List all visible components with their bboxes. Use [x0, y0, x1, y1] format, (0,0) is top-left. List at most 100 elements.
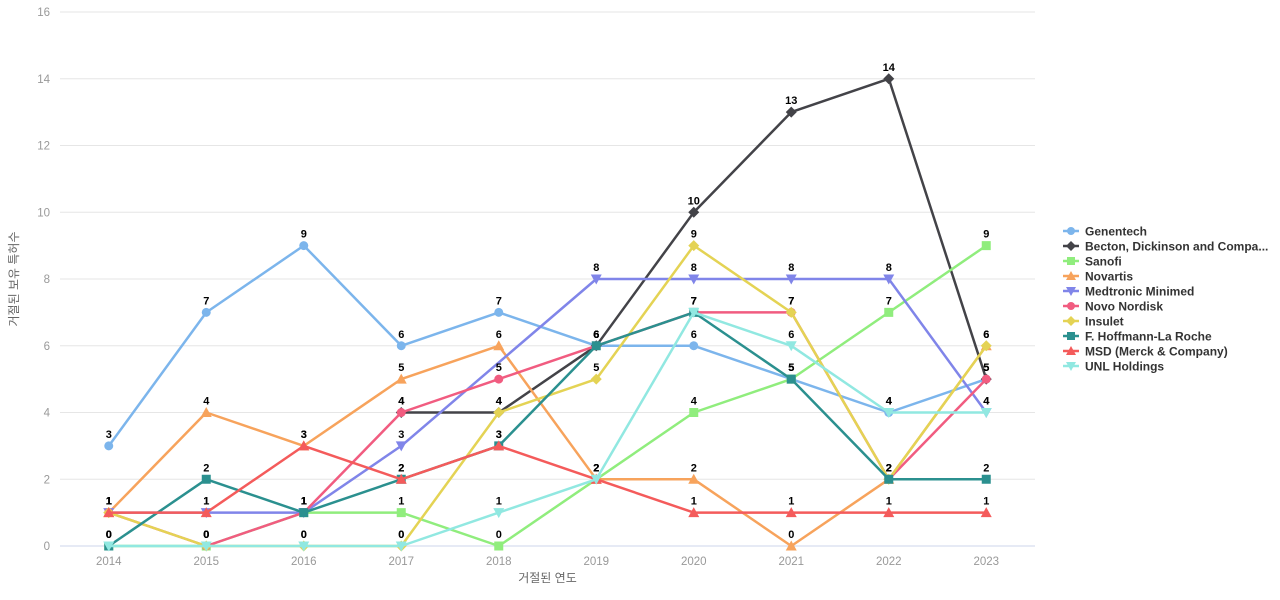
- point-f-hoffmann-la-roche-2016[interactable]: [299, 508, 309, 518]
- data-label: 6: [788, 329, 794, 341]
- legend-item-novo-nordisk[interactable]: Novo Nordisk: [1063, 300, 1163, 314]
- x-tick-label: 2017: [388, 556, 414, 568]
- legend-item-sanofi[interactable]: Sanofi: [1063, 255, 1122, 269]
- point-msd-merck-company-2021[interactable]: [785, 507, 797, 518]
- legend-item-msd-merck-company[interactable]: MSD (Merck & Company): [1063, 345, 1228, 359]
- point-novartis-2015[interactable]: [200, 407, 212, 417]
- point-msd-merck-company-2017[interactable]: [395, 473, 407, 484]
- data-label: 8: [788, 262, 794, 274]
- legend-item-unl-holdings[interactable]: UNL Holdings: [1063, 360, 1164, 374]
- point-sanofi-2023[interactable]: [981, 241, 991, 251]
- point-msd-merck-company-2016[interactable]: [298, 440, 310, 451]
- point-unl-holdings-2017[interactable]: [395, 541, 407, 552]
- point-insulet-2023[interactable]: [980, 340, 992, 352]
- point-msd-merck-company-2020[interactable]: [688, 507, 700, 518]
- series-unl-holdings: [103, 307, 992, 552]
- point-medtronic-minimed-2020[interactable]: [688, 274, 700, 285]
- point-novo-nordisk-2018[interactable]: [494, 374, 504, 384]
- point-genentech-2015[interactable]: [201, 307, 211, 317]
- point-genentech-2016[interactable]: [299, 241, 309, 251]
- point-genentech-2020[interactable]: [689, 341, 699, 351]
- point-unl-holdings-2014[interactable]: [103, 541, 115, 552]
- legend-item-becton-dickinson-and-compa[interactable]: Becton, Dickinson and Compa...: [1063, 240, 1268, 254]
- point-f-hoffmann-la-roche-2022[interactable]: [884, 474, 894, 484]
- data-label: 6: [983, 329, 989, 341]
- point-msd-merck-company-2022[interactable]: [883, 507, 895, 518]
- x-tick-label: 2015: [193, 556, 219, 568]
- legend-item-genentech[interactable]: Genentech: [1063, 225, 1147, 239]
- point-medtronic-minimed-2017[interactable]: [395, 441, 407, 452]
- point-unl-holdings-2015[interactable]: [200, 541, 212, 552]
- data-label: 1: [301, 496, 307, 508]
- data-label: 1: [691, 496, 697, 508]
- point-medtronic-minimed-2022[interactable]: [883, 274, 895, 285]
- point-unl-holdings-2018[interactable]: [493, 508, 505, 519]
- point-novartis-2017[interactable]: [395, 373, 407, 384]
- point-msd-merck-company-2023[interactable]: [980, 507, 992, 518]
- series-line-unl-holdings: [107, 311, 988, 548]
- legend-item-f-hoffmann-la-roche[interactable]: F. Hoffmann-La Roche: [1063, 330, 1212, 344]
- point-msd-merck-company-2015[interactable]: [200, 507, 212, 518]
- point-unl-holdings-2023[interactable]: [980, 408, 992, 418]
- data-label: 7: [788, 295, 794, 307]
- data-label: 8: [593, 262, 599, 274]
- point-sanofi-2017[interactable]: [396, 508, 406, 518]
- data-label: 3: [301, 429, 307, 441]
- point-f-hoffmann-la-roche-2019[interactable]: [591, 341, 601, 351]
- point-medtronic-minimed-2019[interactable]: [590, 274, 602, 285]
- point-unl-holdings-2019[interactable]: [590, 474, 602, 485]
- legend-triangle-icon: [1066, 271, 1076, 280]
- point-novartis-2018[interactable]: [493, 340, 505, 351]
- data-label: 1: [496, 496, 502, 508]
- data-label: 0: [106, 529, 112, 541]
- legend-label: F. Hoffmann-La Roche: [1085, 330, 1212, 344]
- point-msd-merck-company-2018[interactable]: [493, 440, 505, 451]
- point-medtronic-minimed-2021[interactable]: [785, 274, 797, 285]
- point-becton-dickinson-and-compa-2022[interactable]: [883, 73, 895, 85]
- legend-item-medtronic-minimed[interactable]: Medtronic Minimed: [1063, 285, 1194, 299]
- data-label: 1: [106, 496, 112, 508]
- x-tick-label: 2016: [291, 556, 317, 568]
- data-label: 2: [593, 462, 599, 474]
- data-label: 0: [788, 529, 794, 541]
- legend-item-novartis[interactable]: Novartis: [1063, 270, 1133, 284]
- data-label: 8: [886, 262, 892, 274]
- data-label: 6: [593, 329, 599, 341]
- point-insulet-2020[interactable]: [688, 240, 700, 252]
- point-novartis-2020[interactable]: [688, 473, 700, 484]
- legend-item-insulet[interactable]: Insulet: [1063, 315, 1124, 329]
- point-insulet-2021[interactable]: [785, 306, 797, 318]
- legend-triangle-icon: [1066, 346, 1076, 355]
- data-label: 10: [688, 195, 700, 207]
- point-unl-holdings-2016[interactable]: [298, 541, 310, 552]
- point-unl-holdings-2022[interactable]: [883, 408, 895, 418]
- point-f-hoffmann-la-roche-2023[interactable]: [981, 474, 991, 484]
- point-f-hoffmann-la-roche-2021[interactable]: [786, 374, 796, 384]
- point-genentech-2018[interactable]: [494, 307, 504, 317]
- point-novartis-2021[interactable]: [785, 540, 797, 551]
- y-tick-label: 4: [44, 408, 51, 420]
- point-becton-dickinson-and-compa-2020[interactable]: [688, 206, 700, 218]
- data-label: 4: [398, 396, 405, 408]
- point-sanofi-2018[interactable]: [494, 541, 504, 551]
- x-tick-label: 2019: [583, 556, 609, 568]
- y-tick-label: 16: [37, 7, 50, 19]
- point-unl-holdings-2020[interactable]: [688, 307, 700, 318]
- point-genentech-2017[interactable]: [396, 341, 406, 351]
- data-label: 0: [496, 529, 502, 541]
- point-unl-holdings-2021[interactable]: [785, 341, 797, 352]
- point-novo-nordisk-2023[interactable]: [981, 374, 991, 384]
- point-genentech-2014[interactable]: [104, 441, 114, 451]
- point-insulet-2019[interactable]: [590, 373, 602, 385]
- point-insulet-2018[interactable]: [493, 407, 505, 418]
- data-label: 0: [301, 529, 307, 541]
- point-sanofi-2022[interactable]: [884, 307, 894, 317]
- x-tick-label: 2018: [486, 556, 512, 568]
- point-f-hoffmann-la-roche-2015[interactable]: [201, 474, 211, 484]
- point-msd-merck-company-2014[interactable]: [103, 507, 115, 518]
- point-novo-nordisk-2017[interactable]: [396, 408, 406, 417]
- point-sanofi-2020[interactable]: [689, 408, 699, 417]
- data-label: 5: [983, 362, 989, 374]
- series-novartis: [103, 340, 992, 551]
- point-becton-dickinson-and-compa-2021[interactable]: [785, 106, 797, 118]
